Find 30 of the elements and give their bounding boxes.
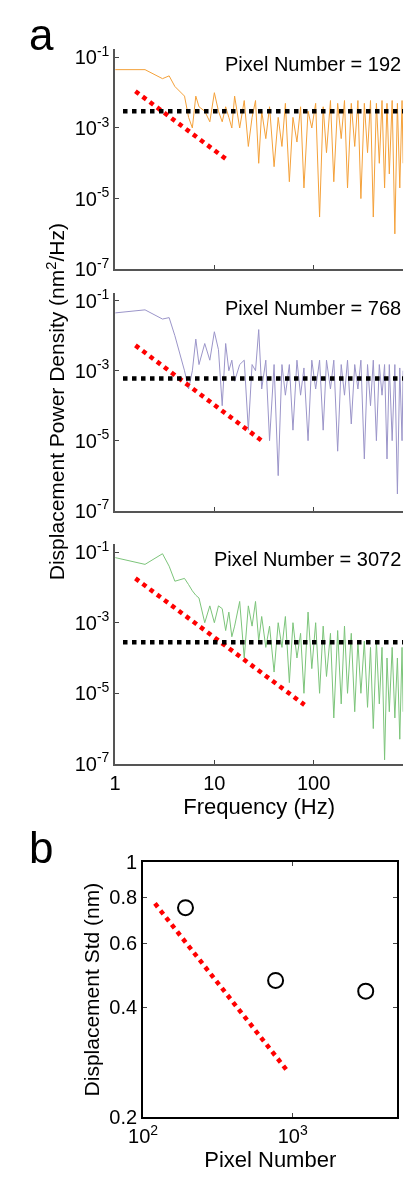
- y-tick-label: 10$^{-3}$: [74, 113, 110, 139]
- y-tick-label: 10$^{-1}$: [74, 286, 110, 312]
- y-tick-label: 10$^{-5}$: [74, 184, 110, 210]
- text: b: [29, 823, 54, 872]
- y-tick-label: 10$^{-5}$: [74, 678, 110, 705]
- x-axis-title: Pixel Number: [204, 1147, 337, 1173]
- x-tick-label: 10$^{3}$: [277, 1121, 308, 1148]
- y-tick-label: 10$^{-1}$: [74, 537, 110, 564]
- y-tick-label: 10$^{-7}$: [74, 496, 110, 522]
- y-tick-label: 0.4: [109, 996, 138, 1019]
- y-axis-title: Displacement Std (nm): [79, 882, 103, 1097]
- y-tick-label: 10$^{-7}$: [74, 749, 110, 775]
- text: a: [29, 10, 54, 59]
- point: [357, 982, 375, 1000]
- y-tick-label: 10$^{-5}$: [74, 426, 110, 452]
- y-tick-label: 10$^{-3}$: [74, 608, 110, 634]
- annotation: Pixel Number = 192: [225, 53, 402, 75]
- y-tick-label: 1: [125, 851, 138, 874]
- y-tick-label: 10$^{-3}$: [74, 356, 110, 382]
- y-tick-label: 10$^{-7}$: [74, 254, 110, 281]
- point: [177, 899, 194, 917]
- x-tick-label: 10: [203, 771, 226, 794]
- y-tick-label: 0.6: [109, 932, 138, 955]
- x-tick-label: 100: [296, 771, 331, 794]
- y-tick-label: 10$^{-1}$: [74, 43, 110, 69]
- point: [267, 971, 285, 989]
- annotation: Pixel Number = 768: [225, 297, 402, 319]
- annotation: Pixel Number = 3072: [214, 548, 402, 570]
- x-axis-title: Frequency (Hz): [183, 793, 335, 819]
- y-tick-label: 0.8: [109, 886, 138, 909]
